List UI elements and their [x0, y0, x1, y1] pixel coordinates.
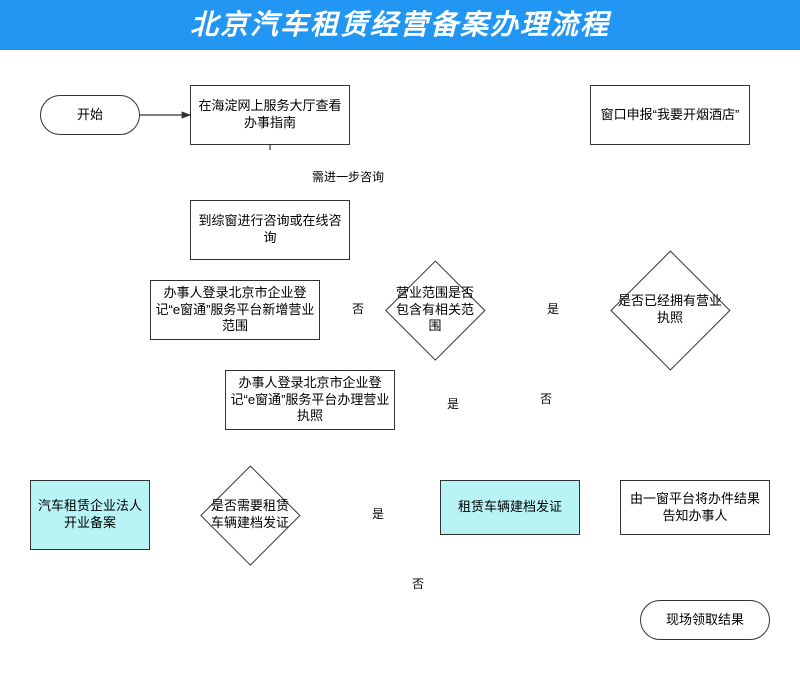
edge-label: 否 — [538, 390, 554, 407]
node-filing: 汽车租赁企业法人开业备案 — [30, 480, 150, 550]
page-title: 北京汽车租赁经营备案办理流程 — [0, 0, 800, 50]
node-consult: 到综窗进行咨询或在线咨询 — [190, 200, 350, 260]
node-start: 开始 — [40, 95, 140, 135]
edge-label: 是 — [445, 395, 461, 412]
node-guide: 在海淀网上服务大厅查看办事指南 — [190, 85, 350, 145]
node-scope: 营业范围是否包含有相关范围 — [385, 260, 485, 360]
edge-label: 是 — [370, 505, 386, 522]
edge-label: 否 — [350, 300, 366, 317]
node-end: 现场领取结果 — [640, 600, 770, 640]
edge-label: 是 — [545, 300, 561, 317]
node-apply: 窗口申报“我要开烟酒店” — [590, 85, 750, 145]
node-addscope: 办事人登录北京市企业登记“e窗通”服务平台新增营业范围 — [150, 280, 320, 340]
node-getlic: 办事人登录北京市企业登记“e窗通”服务平台办理营业执照 — [225, 370, 395, 430]
node-need: 是否需要租赁车辆建档发证 — [200, 465, 300, 565]
node-notify: 由一窗平台将办件结果告知办事人 — [620, 480, 770, 535]
edge-label: 否 — [410, 575, 426, 592]
node-cert: 租赁车辆建档发证 — [440, 480, 580, 535]
node-license: 是否已经拥有营业执照 — [610, 250, 730, 370]
edge-label: 需进一步咨询 — [310, 168, 386, 185]
